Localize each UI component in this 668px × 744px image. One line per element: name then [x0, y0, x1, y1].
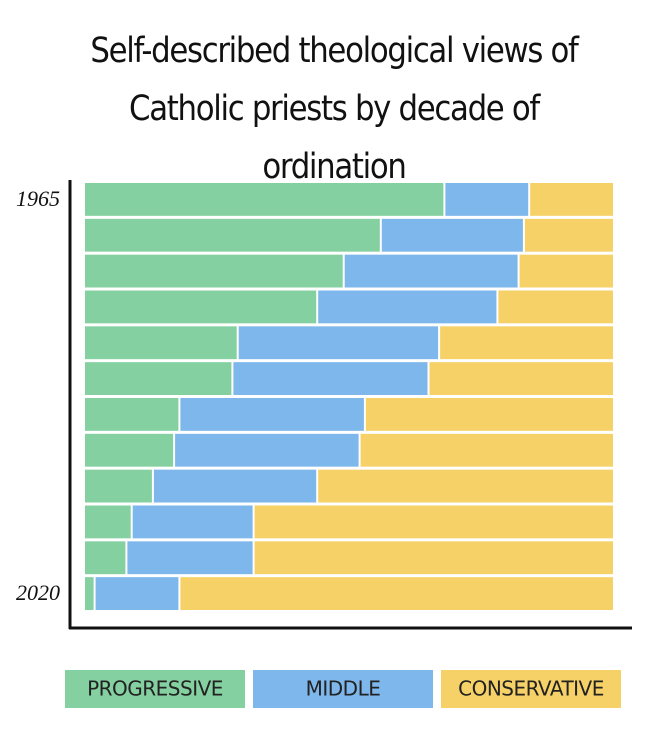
- bar-segment: [180, 398, 364, 431]
- bar-segment: [530, 183, 613, 216]
- bar-segment: [344, 254, 518, 288]
- bar-segment: [85, 218, 380, 252]
- bar-segment: [429, 362, 613, 395]
- bar-segment: [233, 362, 428, 395]
- bar-segment: [360, 433, 613, 467]
- bar-segment: [254, 541, 613, 575]
- legend-swatch: [65, 670, 245, 708]
- bar-segment: [498, 290, 613, 324]
- bar-segment: [85, 362, 232, 395]
- bar-segment: [85, 577, 94, 610]
- bar-segment: [85, 541, 126, 575]
- bar-segment: [85, 254, 343, 288]
- bar-segment: [175, 433, 359, 467]
- bar-segment: [153, 469, 317, 503]
- chart-title: Self-described theological views of Cath…: [90, 31, 578, 187]
- y-tick-label: 2020: [16, 580, 60, 605]
- bar-segment: [85, 505, 131, 539]
- bar-segment: [254, 505, 613, 539]
- bar-segment: [132, 505, 253, 539]
- y-tick-label: 1965: [16, 186, 60, 211]
- bar-segment: [85, 326, 237, 360]
- bar-segment: [519, 254, 613, 288]
- bar-segment: [440, 326, 613, 360]
- bar-segment: [365, 398, 613, 431]
- bar-segment: [318, 290, 497, 324]
- bar-segment: [524, 218, 613, 252]
- bar-segment: [238, 326, 439, 360]
- bar-segment: [180, 577, 613, 610]
- bar-segment: [381, 218, 523, 252]
- bar-segment: [85, 290, 317, 324]
- bar-segment: [127, 541, 253, 575]
- bar-segment: [95, 577, 179, 610]
- bar-segment: [85, 183, 444, 216]
- legend-label: CONSERVATIVE: [458, 677, 604, 701]
- bar-segment: [85, 469, 152, 503]
- bar-segment: [445, 183, 529, 216]
- bar-segment: [318, 469, 613, 503]
- legend-swatch: [441, 670, 621, 708]
- legend-label: PROGRESSIVE: [87, 677, 223, 701]
- legend-label: MIDDLE: [306, 677, 381, 701]
- bar-segment: [85, 433, 174, 467]
- bar-segment: [85, 398, 179, 431]
- legend-swatch: [253, 670, 433, 708]
